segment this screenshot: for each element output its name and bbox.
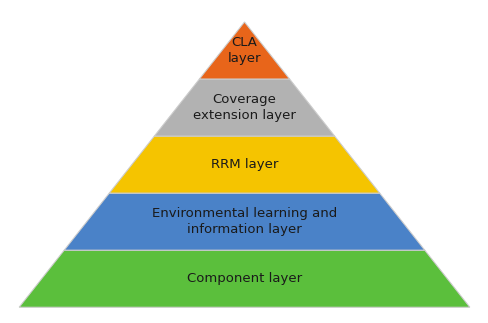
- Text: Coverage
extension layer: Coverage extension layer: [193, 93, 295, 122]
- Polygon shape: [109, 136, 379, 193]
- Text: Component layer: Component layer: [186, 272, 302, 285]
- Text: RRM layer: RRM layer: [210, 158, 278, 171]
- Polygon shape: [154, 79, 334, 136]
- Polygon shape: [199, 22, 289, 79]
- Polygon shape: [19, 250, 469, 307]
- Text: CLA
layer: CLA layer: [227, 36, 261, 65]
- Text: Environmental learning and
information layer: Environmental learning and information l…: [152, 207, 336, 236]
- Polygon shape: [64, 193, 424, 250]
